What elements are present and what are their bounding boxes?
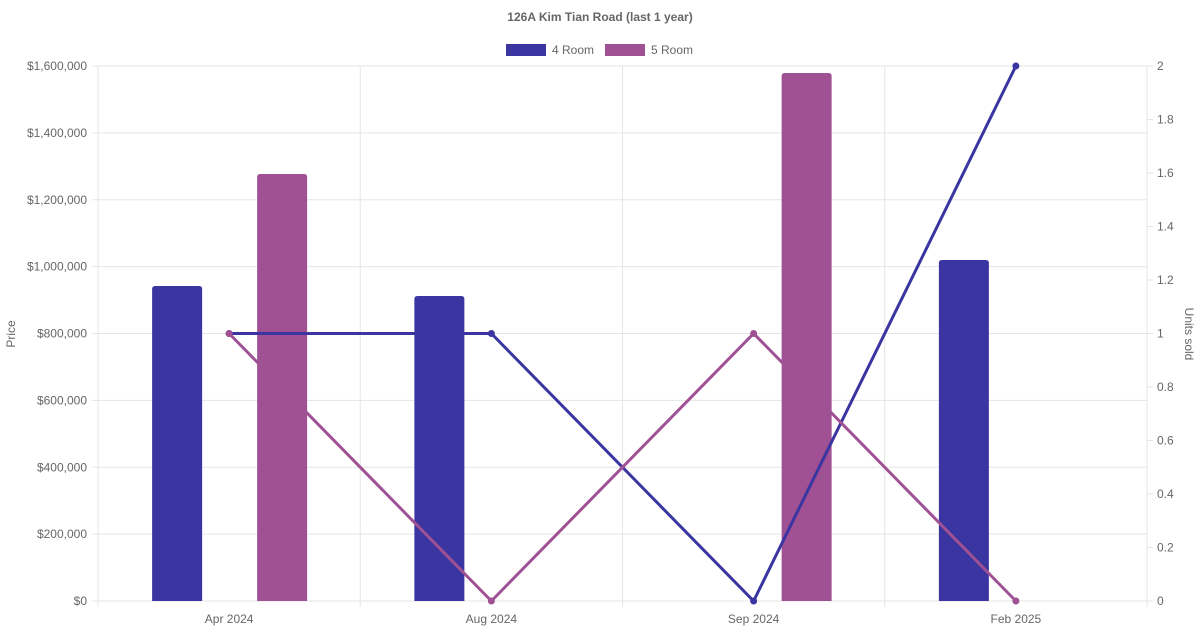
y2-tick-label: 1.4 (1157, 220, 1174, 234)
y-tick-label: $1,000,000 (27, 260, 87, 274)
legend: 4 Room 5 Room (506, 43, 693, 57)
axes: $0 $200,000 $400,000 $600,000 $800,000 $1,000… (27, 59, 1174, 626)
y2-tick-label: 1 (1157, 327, 1164, 341)
x-tick-label: Aug 2024 (466, 612, 518, 626)
line-point (1012, 597, 1020, 605)
x-tick-label: Sep 2024 (728, 612, 780, 626)
line-point (750, 330, 758, 337)
y-tick-label: $1,400,000 (27, 126, 87, 140)
line-point (225, 330, 233, 337)
legend-label: 5 Room (651, 43, 693, 57)
legend-swatch (605, 44, 645, 56)
y-tick-label: $400,000 (37, 460, 87, 474)
y2-tick-label: 0.4 (1157, 487, 1174, 501)
y2-tick-label: 1.6 (1157, 166, 1174, 180)
line-5-room (228, 331, 1017, 604)
bar-4-room (938, 259, 989, 601)
y2-tick-label: 0.8 (1157, 380, 1174, 394)
y2-tick-label: 0 (1157, 594, 1164, 608)
y-tick-label: $1,600,000 (27, 59, 87, 73)
line-point (750, 597, 758, 605)
y2-tick-label: 1.8 (1157, 113, 1174, 127)
y-axis-label: Price (4, 320, 18, 348)
x-tick-label: Apr 2024 (205, 612, 254, 626)
legend-label: 4 Room (552, 43, 594, 57)
line-point (487, 597, 495, 605)
y-tick-label: $800,000 (37, 327, 87, 341)
y-tick-label: $0 (74, 594, 88, 608)
y-tick-label: $200,000 (37, 527, 87, 541)
bars (152, 73, 989, 602)
line-point (487, 330, 495, 337)
bar-5-room (781, 73, 832, 602)
chart-title: 126A Kim Tian Road (last 1 year) (507, 10, 692, 24)
bar-4-room (152, 286, 203, 601)
y2-tick-label: 0.6 (1157, 434, 1174, 448)
y2-tick-label: 0.2 (1157, 541, 1174, 555)
y-tick-label: $600,000 (37, 393, 87, 407)
legend-swatch (506, 44, 546, 56)
y2-axis-label: Units sold (1182, 308, 1196, 361)
line-point (1012, 62, 1020, 70)
x-tick-label: Feb 2025 (991, 612, 1042, 626)
y-tick-label: $1,200,000 (27, 193, 87, 207)
y2-tick-label: 2 (1157, 59, 1164, 73)
bar-4-room (414, 296, 465, 601)
lines (225, 62, 1020, 605)
y2-tick-label: 1.2 (1157, 273, 1174, 287)
grid (97, 65, 1148, 607)
